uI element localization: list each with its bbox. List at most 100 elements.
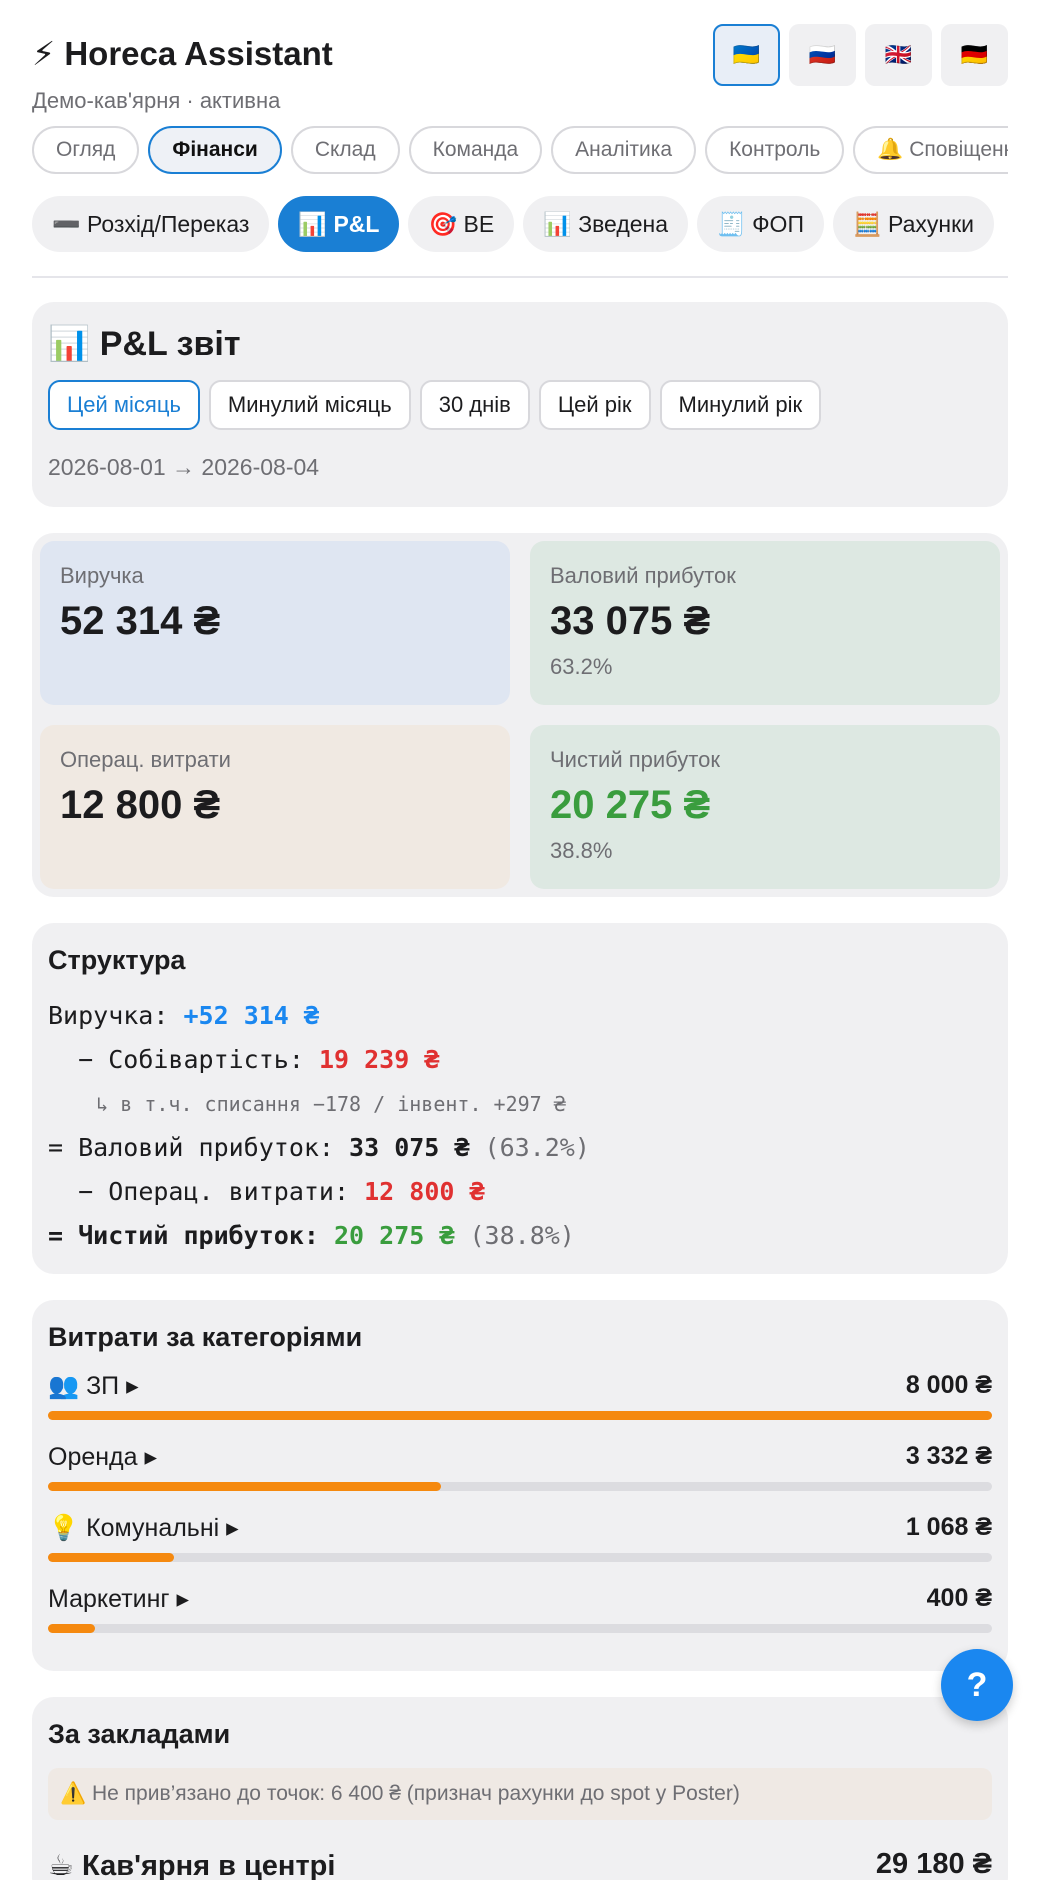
expense-header: 💡 Комунальні ▸ 1 068 ₴ [48, 1513, 992, 1543]
line: = Чистий прибуток: 20 275 ₴ (38.8%) [48, 1214, 992, 1258]
period-button[interactable]: Минулий місяць [208, 380, 411, 430]
expense-amount: 3 332 ₴ [905, 1442, 992, 1470]
expense-amount: 1 068 ₴ [905, 1513, 992, 1541]
warning: ⚠️ Не прив’язано до точок: 6 400 ₴ (приз… [48, 1768, 992, 1820]
language-button[interactable]: 🇷🇺 [789, 24, 856, 86]
kpi-label: Валовий прибуток [550, 563, 736, 588]
expense-list: 👥 ЗП ▸ 8 000 ₴ Оренда ▸ 3 332 ₴ 💡 Комунальні… [48, 1371, 992, 1633]
cogs: 19 239 ₴ [318, 1045, 440, 1074]
kpi-card: Виручка 52 314 ₴ Валовий прибуток 33 075 ₴ 6… [32, 533, 1008, 897]
progress-track [48, 1411, 992, 1420]
tab[interactable]: Контроль [705, 126, 845, 174]
label: − Операц. витрати: [78, 1177, 350, 1206]
tab[interactable]: Аналітика [551, 126, 697, 174]
expense-row[interactable]: Маркетинг ▸ 400 ₴ [48, 1584, 992, 1633]
kpi-tile: Чистий прибуток 20 275 ₴ 38.8% [530, 725, 1000, 889]
progress-track [48, 1624, 992, 1633]
period-button[interactable]: Цей рік [538, 380, 651, 430]
expense-header: Маркетинг ▸ 400 ₴ [48, 1584, 992, 1614]
label: Виручка: [48, 1001, 169, 1030]
expense-header: Оренда ▸ 3 332 ₴ [48, 1442, 992, 1472]
kpi-tile: Операц. витрати 12 800 ₴ [40, 725, 510, 889]
gross: 33 075 ₴ [349, 1133, 470, 1162]
kpi-percent: 63.2% [550, 654, 613, 679]
opex: 12 800 ₴ [364, 1177, 485, 1206]
revenue: +52 314 ₴ [183, 1001, 319, 1030]
pl-card: 📊 P&L звіт Цей місяць Минулий місяць 30 дн… [32, 302, 1008, 507]
gross-percent: (63.2%) [484, 1133, 590, 1162]
expenses-card: Витрати за категоріями 👥 ЗП ▸ 8 000 ₴ Орен… [32, 1300, 1008, 1671]
language-button[interactable]: 🇩🇪 [941, 24, 1008, 86]
expense-label: 👥 ЗП ▸ [48, 1372, 139, 1400]
sub-tab[interactable]: 🧮 Рахунки [832, 196, 994, 252]
venue-list: ☕ Кав'ярня в центрі 29 180 ₴ [48, 1848, 992, 1880]
line: ↳ в т.ч. списання −178 / інвент. +297 ₴ [48, 1082, 992, 1126]
period-button[interactable]: Минулий рік [659, 380, 822, 430]
sub-tab[interactable]: 📊 P&L [278, 196, 400, 252]
sub-tab[interactable]: 🎯 BE [408, 196, 515, 252]
tab[interactable]: Команда [408, 126, 543, 174]
title-text: Horeca Assistant [64, 35, 333, 72]
expense-row[interactable]: 💡 Комунальні ▸ 1 068 ₴ [48, 1513, 992, 1562]
title-icon: ⚡ [32, 35, 56, 72]
progress-bar [48, 1624, 96, 1633]
label: = Валовий прибуток: [48, 1133, 334, 1162]
language-button[interactable]: 🇬🇧 [865, 24, 932, 86]
structure-title: Структура [48, 945, 186, 975]
progress-track [48, 1553, 992, 1562]
expense-row[interactable]: 👥 ЗП ▸ 8 000 ₴ [48, 1371, 992, 1420]
sub-tab[interactable]: 🧾 ФОП [697, 196, 824, 252]
label: − Собівартість: [78, 1045, 304, 1074]
language-button[interactable]: 🇺🇦 [713, 24, 780, 86]
expense-amount: 8 000 ₴ [905, 1371, 992, 1399]
line: − Собівартість: 19 239 ₴ [48, 1038, 992, 1082]
help-button[interactable]: ? [941, 1649, 1013, 1721]
expense-amount: 400 ₴ [926, 1584, 992, 1612]
expenses-title: Витрати за категоріями [48, 1322, 363, 1352]
progress-bar [48, 1553, 175, 1562]
expense-label: 💡 Комунальні ▸ [48, 1514, 239, 1542]
tab[interactable]: Фінанси [148, 126, 282, 174]
kpi-value: 12 800 ₴ [60, 783, 221, 827]
venues-title: За закладами [48, 1719, 231, 1749]
structure-card: Структура Виручка: +52 314 ₴ − Собіварті… [32, 923, 1008, 1274]
period-button[interactable]: Цей місяць [48, 380, 200, 430]
line: = Валовий прибуток: 33 075 ₴ (63.2%) [48, 1126, 992, 1170]
expense-row[interactable]: Оренда ▸ 3 332 ₴ [48, 1442, 992, 1491]
venue-name: ☕ Кав'ярня в центрі [48, 1850, 336, 1880]
label: = Чистий прибуток: [48, 1221, 319, 1250]
sub-tab[interactable]: 📊 Зведена [523, 196, 689, 252]
kpi-value: 33 075 ₴ [550, 599, 711, 643]
expense-label: Маркетинг ▸ [48, 1585, 190, 1613]
line: Виручка: +52 314 ₴ [48, 994, 992, 1038]
header: ⚡ Horeca Assistant Демо-кав'ярня · актив… [32, 0, 1008, 126]
expense-header: 👥 ЗП ▸ 8 000 ₴ [48, 1371, 992, 1401]
divider [32, 276, 1008, 278]
date-range: 2026-08-01 → 2026-08-04 [48, 454, 320, 480]
sub-tab[interactable]: ➖ Розхід/Переказ [32, 196, 270, 252]
tab[interactable]: Огляд [32, 126, 140, 174]
venue-row[interactable]: ☕ Кав'ярня в центрі 29 180 ₴ [48, 1848, 992, 1880]
structure-body: Виручка: +52 314 ₴ − Собівартість: 19 23… [48, 994, 992, 1258]
language-switcher: 🇺🇦 🇷🇺 🇬🇧 🇩🇪 [713, 24, 1008, 86]
kpi-label: Операц. витрати [60, 747, 231, 772]
tab[interactable]: Склад [290, 126, 400, 174]
period-selector: Цей місяць Минулий місяць 30 днів Цей рік Ми… [48, 380, 1024, 430]
pl-title: 📊 P&L звіт [48, 325, 241, 363]
expense-label: Оренда ▸ [48, 1443, 158, 1471]
cogs-note: ↳ в т.ч. списання −178 / інвент. +297 ₴ [96, 1092, 566, 1116]
progress-bar [48, 1411, 992, 1420]
kpi-label: Чистий прибуток [550, 747, 720, 772]
sub-tabs: ➖ Розхід/Переказ 📊 P&L 🎯 BE 📊 Зведена 🧾 ФОП 🧮… [32, 196, 1008, 252]
kpi-value: 52 314 ₴ [60, 599, 221, 643]
kpi-grid: Виручка 52 314 ₴ Валовий прибуток 33 075 ₴ 6… [32, 533, 1008, 897]
main-tabs: Огляд Фінанси Склад Команда Аналітика Контрол… [32, 126, 1008, 174]
net: 20 275 ₴ [334, 1221, 455, 1250]
line: − Операц. витрати: 12 800 ₴ [48, 1170, 992, 1214]
kpi-tile: Виручка 52 314 ₴ [40, 541, 510, 705]
tab[interactable]: 🔔 Сповіщення [853, 126, 1008, 174]
venues-card: За закладами ⚠️ Не прив’язано до точок: … [32, 1697, 1008, 1880]
period-button[interactable]: 30 днів [419, 380, 530, 430]
